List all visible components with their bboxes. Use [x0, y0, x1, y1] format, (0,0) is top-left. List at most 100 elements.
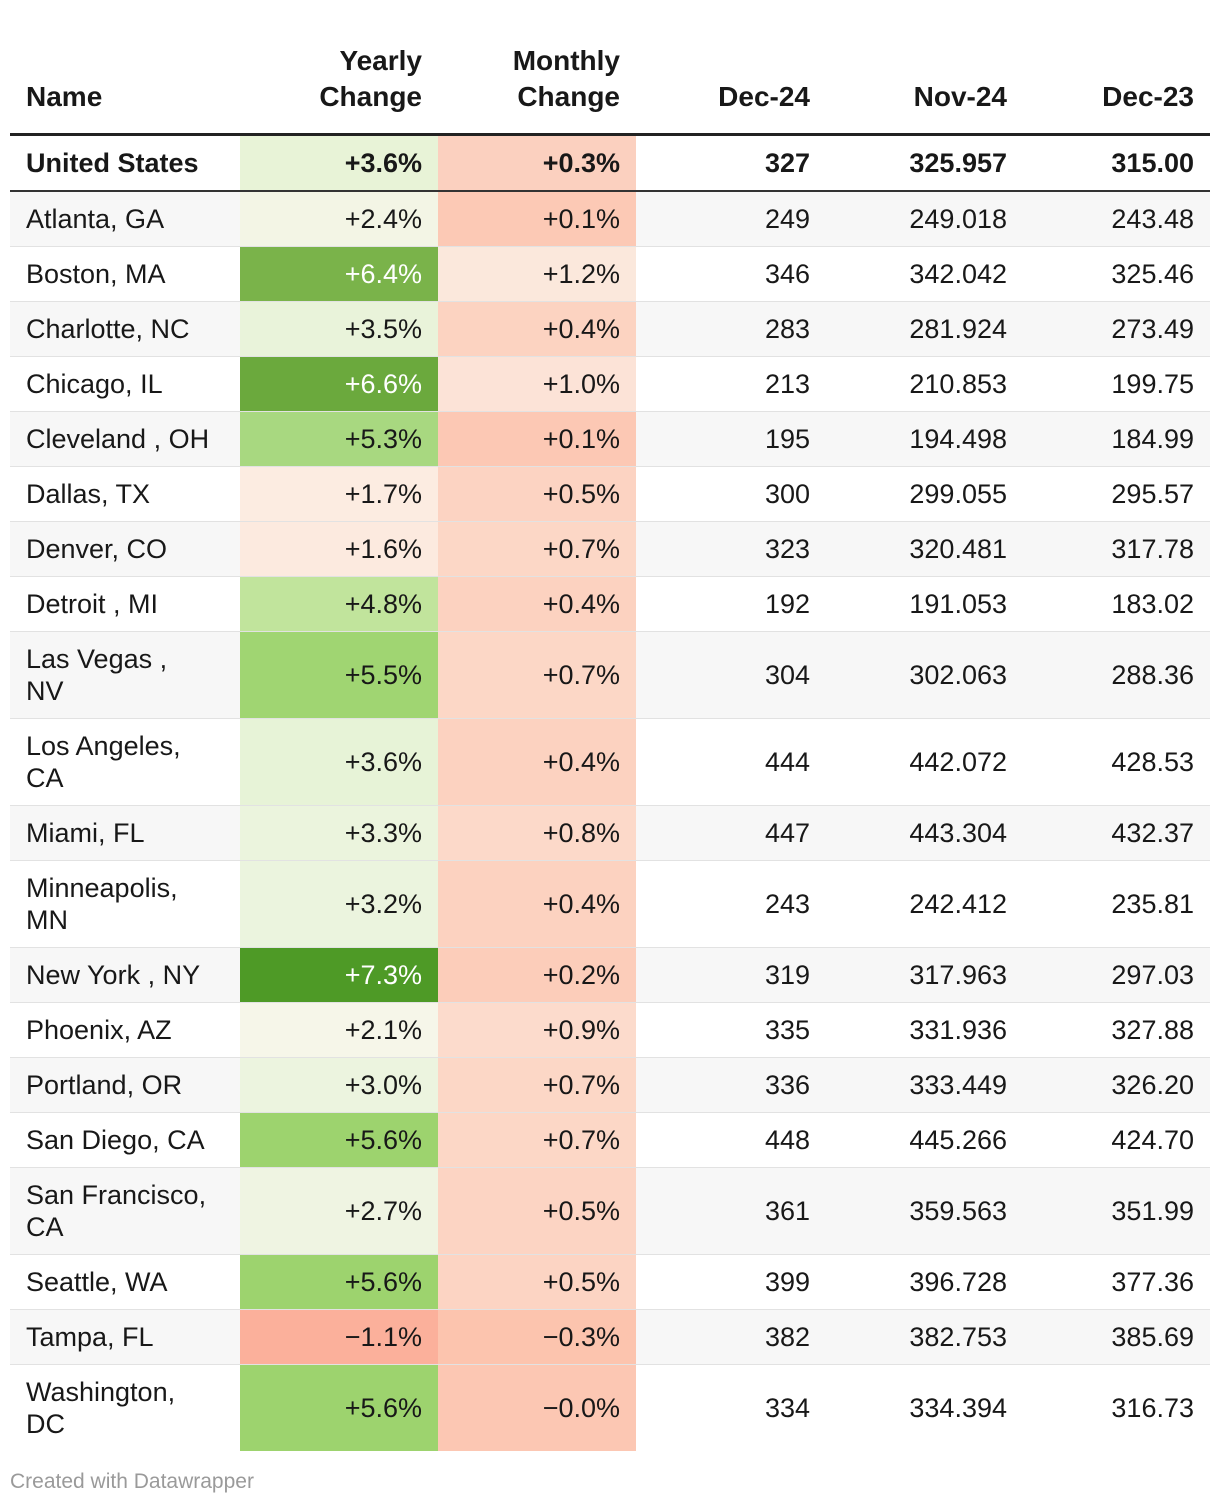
data-table: Name Yearly Change Monthly Change Dec-24… [10, 0, 1210, 1451]
cell-dec-23: 297.03 [1023, 947, 1210, 1003]
cell-monthly-change: +0.9% [438, 1002, 636, 1058]
cell-name: New York , NY [10, 947, 240, 1003]
table-row: Boston, MA +6.4% +1.2% 346 342.042 325.46 [10, 246, 1210, 302]
cell-name-line: Denver, CO [26, 533, 168, 564]
cell-dec-23: 317.78 [1023, 521, 1210, 577]
column-header-dec-23[interactable]: Dec-23 [1023, 0, 1210, 136]
cell-nov-24: 299.055 [826, 466, 1023, 522]
cell-nov-24: 334.394 [826, 1364, 1023, 1451]
cell-dec-24: 336 [636, 1057, 826, 1113]
cell-dec-24: 192 [636, 576, 826, 632]
cell-dec-23: 315.00 [1023, 134, 1210, 192]
cell-nov-24: 194.498 [826, 411, 1023, 467]
cell-nov-24: 302.063 [826, 631, 1023, 719]
cell-dec-23: 432.37 [1023, 805, 1210, 861]
cell-name: United States [10, 134, 240, 192]
table-row: San Francisco, CA +2.7% +0.5% 361 359.563 351.… [10, 1167, 1210, 1255]
data-table-container: Name Yearly Change Monthly Change Dec-24… [10, 0, 1210, 1451]
cell-name-line: Detroit , MI [26, 588, 159, 619]
table-row: Chicago, IL +6.6% +1.0% 213 210.853 199.75 [10, 356, 1210, 412]
cell-dec-24: 382 [636, 1309, 826, 1365]
cell-monthly-change: +0.5% [438, 1167, 636, 1255]
cell-monthly-change: −0.0% [438, 1364, 636, 1451]
cell-dec-24: 334 [636, 1364, 826, 1451]
cell-monthly-change: +0.4% [438, 860, 636, 948]
cell-name-line: Chicago, IL [26, 368, 163, 399]
table-row: Phoenix, AZ +2.1% +0.9% 335 331.936 327.88 [10, 1002, 1210, 1058]
cell-name: Charlotte, NC [10, 301, 240, 357]
header-line: Dec-24 [718, 80, 810, 112]
cell-name: San Francisco, CA [10, 1167, 240, 1255]
table-row: San Diego, CA +5.6% +0.7% 448 445.266 424.70 [10, 1112, 1210, 1168]
cell-name-line: CA [26, 1211, 64, 1242]
cell-dec-24: 300 [636, 466, 826, 522]
cell-nov-24: 342.042 [826, 246, 1023, 302]
cell-name-line: Washington, [26, 1376, 176, 1407]
cell-nov-24: 382.753 [826, 1309, 1023, 1365]
cell-monthly-change: +0.8% [438, 805, 636, 861]
cell-dec-23: 235.81 [1023, 860, 1210, 948]
cell-name: Los Angeles, CA [10, 718, 240, 806]
cell-yearly-change: −1.1% [240, 1309, 438, 1365]
column-header-yearly-change[interactable]: Yearly Change [240, 0, 438, 136]
cell-monthly-change: −0.3% [438, 1309, 636, 1365]
cell-yearly-change: +5.6% [240, 1112, 438, 1168]
cell-yearly-change: +3.5% [240, 301, 438, 357]
cell-dec-24: 213 [636, 356, 826, 412]
cell-nov-24: 331.936 [826, 1002, 1023, 1058]
cell-name: Portland, OR [10, 1057, 240, 1113]
cell-yearly-change: +3.2% [240, 860, 438, 948]
cell-name-line: Miami, FL [26, 817, 145, 848]
cell-dec-23: 273.49 [1023, 301, 1210, 357]
cell-monthly-change: +0.1% [438, 411, 636, 467]
cell-name: San Diego, CA [10, 1112, 240, 1168]
cell-yearly-change: +3.6% [240, 718, 438, 806]
cell-name: Dallas, TX [10, 466, 240, 522]
cell-dec-24: 304 [636, 631, 826, 719]
cell-dec-23: 316.73 [1023, 1364, 1210, 1451]
cell-yearly-change: +2.7% [240, 1167, 438, 1255]
cell-nov-24: 333.449 [826, 1057, 1023, 1113]
column-header-monthly-change[interactable]: Monthly Change [438, 0, 636, 136]
cell-dec-23: 325.46 [1023, 246, 1210, 302]
table-row: Miami, FL +3.3% +0.8% 447 443.304 432.37 [10, 805, 1210, 861]
cell-yearly-change: +1.7% [240, 466, 438, 522]
cell-nov-24: 191.053 [826, 576, 1023, 632]
cell-name: Tampa, FL [10, 1309, 240, 1365]
cell-dec-24: 447 [636, 805, 826, 861]
cell-yearly-change: +4.8% [240, 576, 438, 632]
cell-dec-23: 199.75 [1023, 356, 1210, 412]
cell-dec-23: 377.36 [1023, 1254, 1210, 1310]
column-header-nov-24[interactable]: Nov-24 [826, 0, 1023, 136]
cell-nov-24: 281.924 [826, 301, 1023, 357]
cell-nov-24: 442.072 [826, 718, 1023, 806]
cell-name: Minneapolis, MN [10, 860, 240, 948]
cell-dec-24: 346 [636, 246, 826, 302]
cell-dec-23: 295.57 [1023, 466, 1210, 522]
cell-dec-24: 327 [636, 134, 826, 192]
cell-name-line: Charlotte, NC [26, 313, 190, 344]
cell-name: Boston, MA [10, 246, 240, 302]
cell-dec-23: 183.02 [1023, 576, 1210, 632]
cell-dec-23: 288.36 [1023, 631, 1210, 719]
cell-name-line: Boston, MA [26, 258, 166, 289]
cell-monthly-change: +0.5% [438, 466, 636, 522]
cell-yearly-change: +6.4% [240, 246, 438, 302]
cell-dec-23: 351.99 [1023, 1167, 1210, 1255]
header-line: Nov-24 [913, 80, 1007, 112]
cell-yearly-change: +6.6% [240, 356, 438, 412]
cell-nov-24: 445.266 [826, 1112, 1023, 1168]
cell-nov-24: 249.018 [826, 190, 1023, 247]
table-row: Atlanta, GA +2.4% +0.1% 249 249.018 243.48 [10, 190, 1210, 247]
column-header-dec-24[interactable]: Dec-24 [636, 0, 826, 136]
table-row: Minneapolis, MN +3.2% +0.4% 243 242.412 235.81 [10, 860, 1210, 948]
cell-name-line: Dallas, TX [26, 478, 151, 509]
column-header-name[interactable]: Name [10, 0, 240, 136]
cell-name-line: Seattle, WA [26, 1266, 168, 1297]
cell-dec-24: 243 [636, 860, 826, 948]
cell-name-line: New York , NY [26, 959, 201, 990]
table-row: Dallas, TX +1.7% +0.5% 300 299.055 295.57 [10, 466, 1210, 522]
cell-name-line: MN [26, 904, 68, 935]
footer-credit[interactable]: Created with Datawrapper [10, 1470, 254, 1493]
header-line: Change [517, 80, 620, 112]
